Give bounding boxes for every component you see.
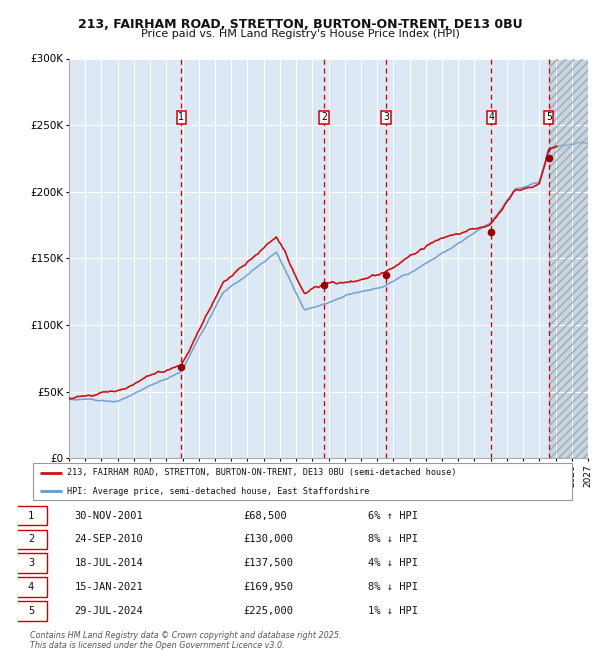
- Text: 1: 1: [28, 511, 34, 521]
- Bar: [549, 58, 588, 458]
- Text: 1% ↓ HPI: 1% ↓ HPI: [368, 606, 418, 616]
- Text: £137,500: £137,500: [244, 558, 293, 568]
- FancyBboxPatch shape: [14, 530, 47, 549]
- Text: 2: 2: [321, 112, 327, 122]
- Text: 15-JAN-2021: 15-JAN-2021: [74, 582, 143, 592]
- Text: 213, FAIRHAM ROAD, STRETTON, BURTON-ON-TRENT, DE13 0BU (semi-detached house): 213, FAIRHAM ROAD, STRETTON, BURTON-ON-T…: [67, 468, 457, 477]
- Text: £225,000: £225,000: [244, 606, 293, 616]
- Text: HPI: Average price, semi-detached house, East Staffordshire: HPI: Average price, semi-detached house,…: [67, 487, 370, 496]
- Text: 30-NOV-2001: 30-NOV-2001: [74, 511, 143, 521]
- Text: 24-SEP-2010: 24-SEP-2010: [74, 534, 143, 545]
- Text: 213, FAIRHAM ROAD, STRETTON, BURTON-ON-TRENT, DE13 0BU: 213, FAIRHAM ROAD, STRETTON, BURTON-ON-T…: [77, 18, 523, 31]
- Text: 4% ↓ HPI: 4% ↓ HPI: [368, 558, 418, 568]
- Text: 4: 4: [488, 112, 494, 122]
- Text: 3: 3: [28, 558, 34, 568]
- FancyBboxPatch shape: [14, 506, 47, 525]
- Text: 4: 4: [28, 582, 34, 592]
- Text: 8% ↓ HPI: 8% ↓ HPI: [368, 534, 418, 545]
- Text: £130,000: £130,000: [244, 534, 293, 545]
- Text: 5: 5: [546, 112, 551, 122]
- Text: £169,950: £169,950: [244, 582, 293, 592]
- Text: 2: 2: [28, 534, 34, 545]
- Text: Contains HM Land Registry data © Crown copyright and database right 2025.
This d: Contains HM Land Registry data © Crown c…: [30, 630, 341, 650]
- FancyBboxPatch shape: [33, 463, 572, 500]
- FancyBboxPatch shape: [14, 553, 47, 573]
- Text: 29-JUL-2024: 29-JUL-2024: [74, 606, 143, 616]
- Text: 6% ↑ HPI: 6% ↑ HPI: [368, 511, 418, 521]
- Bar: [549, 58, 588, 458]
- Text: £68,500: £68,500: [244, 511, 287, 521]
- Text: 18-JUL-2014: 18-JUL-2014: [74, 558, 143, 568]
- Text: 3: 3: [383, 112, 389, 122]
- Text: 1: 1: [178, 112, 184, 122]
- Text: Price paid vs. HM Land Registry's House Price Index (HPI): Price paid vs. HM Land Registry's House …: [140, 29, 460, 39]
- FancyBboxPatch shape: [14, 601, 47, 621]
- Text: 8% ↓ HPI: 8% ↓ HPI: [368, 582, 418, 592]
- FancyBboxPatch shape: [14, 577, 47, 597]
- Text: 5: 5: [28, 606, 34, 616]
